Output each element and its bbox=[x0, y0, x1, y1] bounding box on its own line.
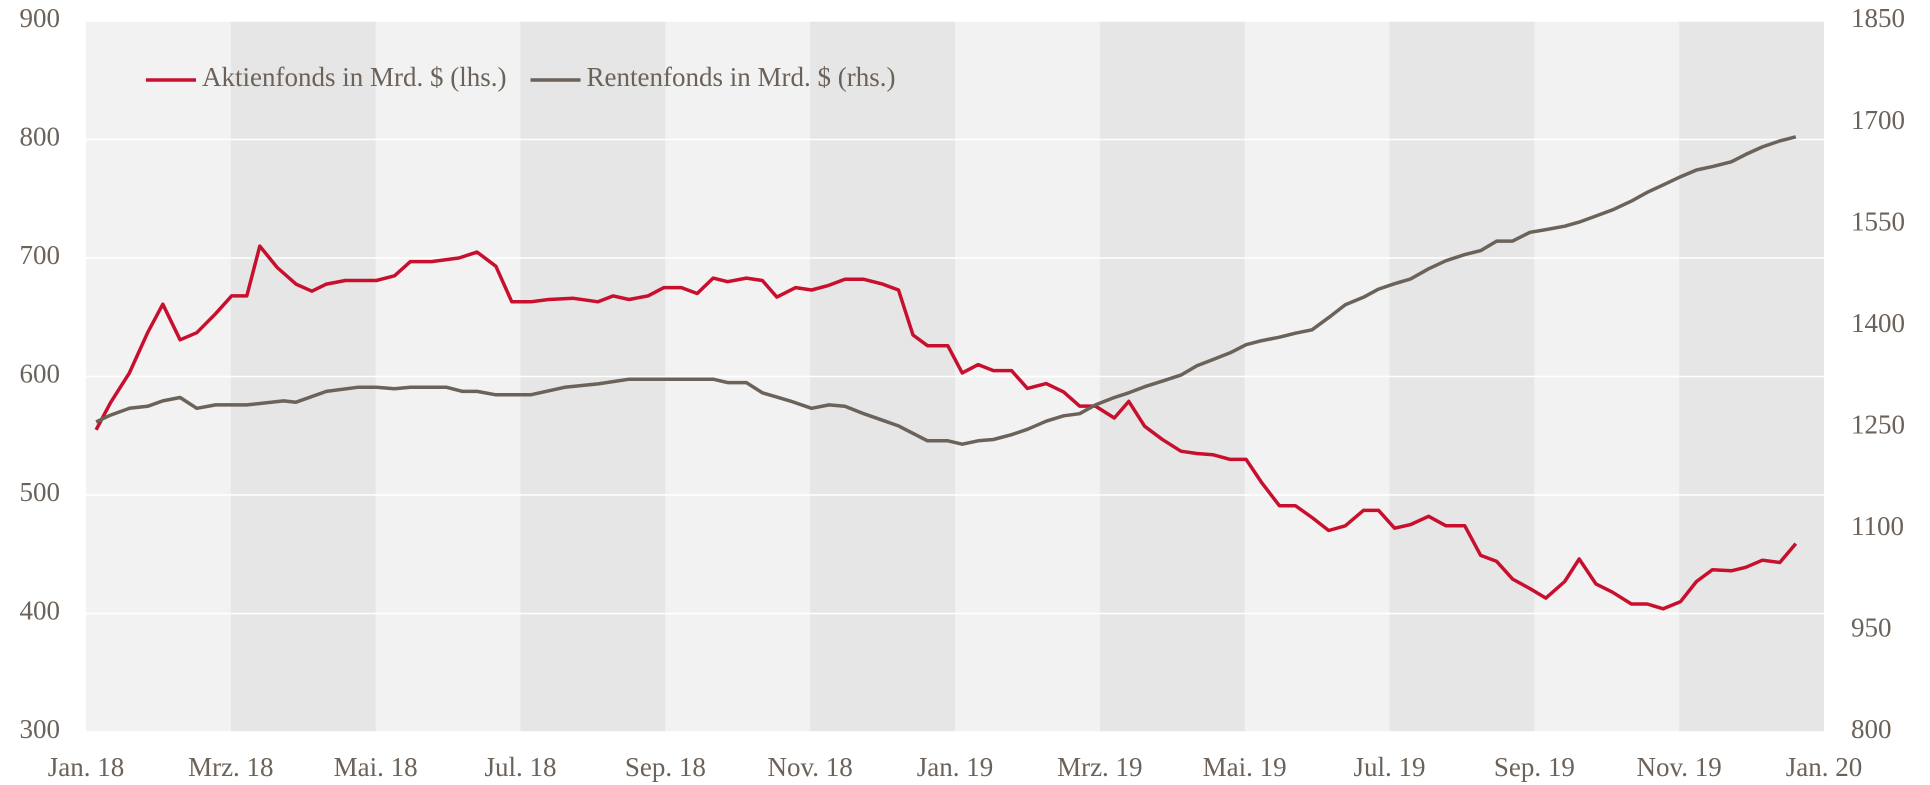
legend-label: Rentenfonds in Mrd. $ (rhs.) bbox=[586, 62, 895, 92]
y2-tick-label: 1100 bbox=[1851, 511, 1904, 541]
x-tick-label: Mai. 18 bbox=[334, 752, 418, 782]
y-tick-label: 900 bbox=[20, 3, 61, 33]
y2-tick-label: 800 bbox=[1851, 714, 1892, 744]
x-tick-label: Mai. 19 bbox=[1203, 752, 1287, 782]
x-tick-label: Nov. 19 bbox=[1637, 752, 1722, 782]
x-tick-label: Sep. 19 bbox=[1494, 752, 1575, 782]
y-tick-label: 600 bbox=[20, 359, 61, 389]
x-tick-label: Nov. 18 bbox=[768, 752, 853, 782]
series-line bbox=[95, 135, 1797, 446]
x-tick-label: Sep. 18 bbox=[625, 752, 706, 782]
y2-tick-label: 1400 bbox=[1851, 308, 1905, 338]
x-tick-label: Jan. 19 bbox=[917, 752, 994, 782]
series-line bbox=[94, 244, 1798, 611]
y-tick-label: 300 bbox=[20, 714, 61, 744]
x-tick-label: Jul. 19 bbox=[1353, 752, 1425, 782]
x-tick-label: Mrz. 19 bbox=[1057, 752, 1142, 782]
x-tick-label: Jul. 18 bbox=[484, 752, 556, 782]
legend-label: Aktienfonds in Mrd. $ (lhs.) bbox=[202, 62, 506, 92]
x-tick-label: Jan. 20 bbox=[1786, 752, 1863, 782]
y2-tick-label: 1700 bbox=[1851, 105, 1905, 135]
y2-tick-label: 950 bbox=[1851, 613, 1892, 643]
y-tick-label: 800 bbox=[20, 122, 61, 152]
y-tick-label: 500 bbox=[20, 477, 61, 507]
y2-tick-label: 1550 bbox=[1851, 206, 1905, 236]
y2-tick-label: 1250 bbox=[1851, 409, 1905, 439]
y2-tick-label: 1850 bbox=[1851, 3, 1905, 33]
x-tick-label: Jan. 18 bbox=[48, 752, 125, 782]
x-tick-label: Mrz. 18 bbox=[188, 752, 273, 782]
y-tick-label: 700 bbox=[20, 240, 61, 270]
y-tick-label: 400 bbox=[20, 596, 61, 626]
